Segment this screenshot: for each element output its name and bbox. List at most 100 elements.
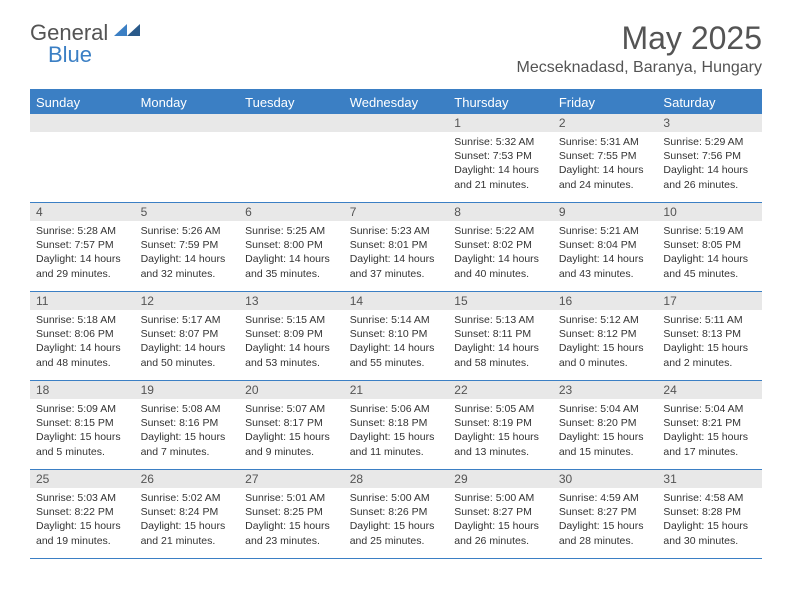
weekday-header-cell: Saturday (657, 91, 762, 114)
day-number: 1 (448, 114, 553, 132)
sunset-text: Sunset: 8:00 PM (245, 238, 338, 252)
day-number: 13 (239, 292, 344, 310)
header: General Blue May 2025 Mecseknadasd, Bara… (0, 0, 792, 81)
weekday-header-row: SundayMondayTuesdayWednesdayThursdayFrid… (30, 91, 762, 114)
daylight-text: Daylight: 14 hours and 45 minutes. (663, 252, 756, 280)
daylight-text: Daylight: 14 hours and 48 minutes. (36, 341, 129, 369)
daylight-text: Daylight: 15 hours and 28 minutes. (559, 519, 652, 547)
day-number: 28 (344, 470, 449, 488)
weekday-header-cell: Tuesday (239, 91, 344, 114)
sunrise-text: Sunrise: 5:07 AM (245, 402, 338, 416)
day-cell: 27Sunrise: 5:01 AMSunset: 8:25 PMDayligh… (239, 470, 344, 558)
day-number: 8 (448, 203, 553, 221)
weekday-header-cell: Thursday (448, 91, 553, 114)
sunrise-text: Sunrise: 5:18 AM (36, 313, 129, 327)
day-body: Sunrise: 5:26 AMSunset: 7:59 PMDaylight:… (135, 221, 240, 284)
day-number: 22 (448, 381, 553, 399)
day-number: 12 (135, 292, 240, 310)
day-number: 18 (30, 381, 135, 399)
day-cell: 19Sunrise: 5:08 AMSunset: 8:16 PMDayligh… (135, 381, 240, 469)
sunrise-text: Sunrise: 5:19 AM (663, 224, 756, 238)
daylight-text: Daylight: 14 hours and 32 minutes. (141, 252, 234, 280)
day-cell (344, 114, 449, 202)
sunrise-text: Sunrise: 5:04 AM (559, 402, 652, 416)
sunrise-text: Sunrise: 5:06 AM (350, 402, 443, 416)
sunset-text: Sunset: 8:07 PM (141, 327, 234, 341)
sunset-text: Sunset: 8:21 PM (663, 416, 756, 430)
sunrise-text: Sunrise: 5:22 AM (454, 224, 547, 238)
sunrise-text: Sunrise: 5:26 AM (141, 224, 234, 238)
day-number: 20 (239, 381, 344, 399)
day-cell (30, 114, 135, 202)
daylight-text: Daylight: 15 hours and 25 minutes. (350, 519, 443, 547)
daylight-text: Daylight: 14 hours and 35 minutes. (245, 252, 338, 280)
daylight-text: Daylight: 14 hours and 21 minutes. (454, 163, 547, 191)
weekday-header-cell: Wednesday (344, 91, 449, 114)
day-number-empty (135, 114, 240, 132)
sunrise-text: Sunrise: 5:23 AM (350, 224, 443, 238)
day-body: Sunrise: 5:00 AMSunset: 8:26 PMDaylight:… (344, 488, 449, 551)
daylight-text: Daylight: 15 hours and 7 minutes. (141, 430, 234, 458)
calendar: SundayMondayTuesdayWednesdayThursdayFrid… (30, 89, 762, 559)
day-cell: 17Sunrise: 5:11 AMSunset: 8:13 PMDayligh… (657, 292, 762, 380)
day-cell: 5Sunrise: 5:26 AMSunset: 7:59 PMDaylight… (135, 203, 240, 291)
weeks-container: 1Sunrise: 5:32 AMSunset: 7:53 PMDaylight… (30, 114, 762, 559)
week-row: 11Sunrise: 5:18 AMSunset: 8:06 PMDayligh… (30, 292, 762, 381)
day-number: 25 (30, 470, 135, 488)
daylight-text: Daylight: 14 hours and 40 minutes. (454, 252, 547, 280)
sunset-text: Sunset: 8:09 PM (245, 327, 338, 341)
daylight-text: Daylight: 15 hours and 5 minutes. (36, 430, 129, 458)
day-body: Sunrise: 5:04 AMSunset: 8:20 PMDaylight:… (553, 399, 658, 462)
day-number: 30 (553, 470, 658, 488)
day-body: Sunrise: 5:18 AMSunset: 8:06 PMDaylight:… (30, 310, 135, 373)
day-number: 9 (553, 203, 658, 221)
day-cell: 2Sunrise: 5:31 AMSunset: 7:55 PMDaylight… (553, 114, 658, 202)
day-number: 14 (344, 292, 449, 310)
sunset-text: Sunset: 8:20 PM (559, 416, 652, 430)
day-number: 27 (239, 470, 344, 488)
day-number: 6 (239, 203, 344, 221)
day-cell: 22Sunrise: 5:05 AMSunset: 8:19 PMDayligh… (448, 381, 553, 469)
day-cell: 4Sunrise: 5:28 AMSunset: 7:57 PMDaylight… (30, 203, 135, 291)
sunset-text: Sunset: 8:13 PM (663, 327, 756, 341)
day-number: 5 (135, 203, 240, 221)
logo-text-blue: Blue (48, 42, 92, 68)
daylight-text: Daylight: 14 hours and 37 minutes. (350, 252, 443, 280)
sunrise-text: Sunrise: 4:59 AM (559, 491, 652, 505)
day-body: Sunrise: 5:25 AMSunset: 8:00 PMDaylight:… (239, 221, 344, 284)
daylight-text: Daylight: 14 hours and 50 minutes. (141, 341, 234, 369)
daylight-text: Daylight: 15 hours and 9 minutes. (245, 430, 338, 458)
daylight-text: Daylight: 15 hours and 0 minutes. (559, 341, 652, 369)
sunrise-text: Sunrise: 5:09 AM (36, 402, 129, 416)
week-row: 1Sunrise: 5:32 AMSunset: 7:53 PMDaylight… (30, 114, 762, 203)
day-body: Sunrise: 5:21 AMSunset: 8:04 PMDaylight:… (553, 221, 658, 284)
daylight-text: Daylight: 15 hours and 23 minutes. (245, 519, 338, 547)
sunrise-text: Sunrise: 5:02 AM (141, 491, 234, 505)
sunset-text: Sunset: 8:28 PM (663, 505, 756, 519)
sunset-text: Sunset: 8:26 PM (350, 505, 443, 519)
day-cell: 7Sunrise: 5:23 AMSunset: 8:01 PMDaylight… (344, 203, 449, 291)
sunrise-text: Sunrise: 5:29 AM (663, 135, 756, 149)
sunset-text: Sunset: 8:27 PM (559, 505, 652, 519)
sunset-text: Sunset: 8:24 PM (141, 505, 234, 519)
day-cell: 26Sunrise: 5:02 AMSunset: 8:24 PMDayligh… (135, 470, 240, 558)
day-cell: 15Sunrise: 5:13 AMSunset: 8:11 PMDayligh… (448, 292, 553, 380)
sunset-text: Sunset: 8:01 PM (350, 238, 443, 252)
day-body: Sunrise: 4:58 AMSunset: 8:28 PMDaylight:… (657, 488, 762, 551)
sunset-text: Sunset: 8:19 PM (454, 416, 547, 430)
sunrise-text: Sunrise: 5:12 AM (559, 313, 652, 327)
daylight-text: Daylight: 14 hours and 24 minutes. (559, 163, 652, 191)
sunset-text: Sunset: 8:17 PM (245, 416, 338, 430)
daylight-text: Daylight: 15 hours and 13 minutes. (454, 430, 547, 458)
sunset-text: Sunset: 8:15 PM (36, 416, 129, 430)
day-body: Sunrise: 4:59 AMSunset: 8:27 PMDaylight:… (553, 488, 658, 551)
weekday-header-cell: Friday (553, 91, 658, 114)
day-body: Sunrise: 5:23 AMSunset: 8:01 PMDaylight:… (344, 221, 449, 284)
title-block: May 2025 Mecseknadasd, Baranya, Hungary (517, 20, 762, 77)
day-body: Sunrise: 5:19 AMSunset: 8:05 PMDaylight:… (657, 221, 762, 284)
day-body: Sunrise: 5:07 AMSunset: 8:17 PMDaylight:… (239, 399, 344, 462)
day-cell: 24Sunrise: 5:04 AMSunset: 8:21 PMDayligh… (657, 381, 762, 469)
sunset-text: Sunset: 8:11 PM (454, 327, 547, 341)
weekday-header-cell: Monday (135, 91, 240, 114)
sunrise-text: Sunrise: 5:17 AM (141, 313, 234, 327)
